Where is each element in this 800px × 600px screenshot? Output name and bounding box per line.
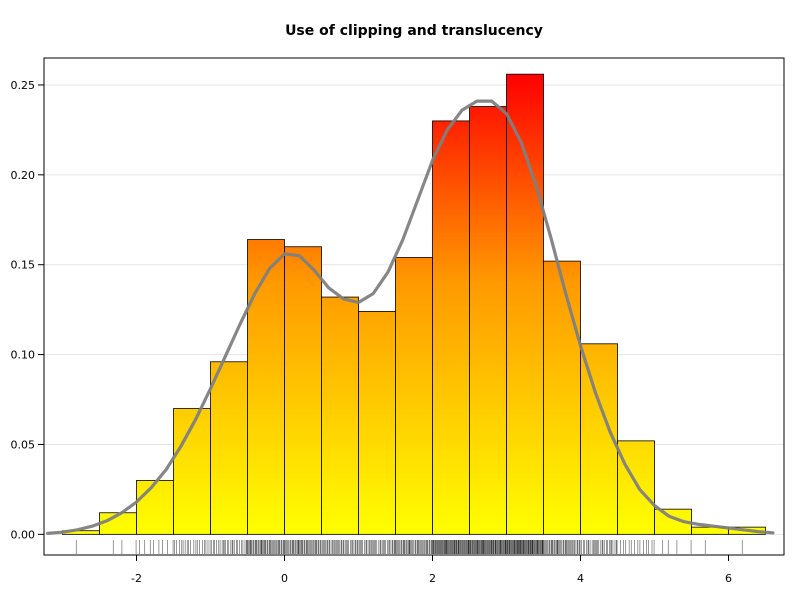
y-tick-label-5: 0.25 [11, 79, 36, 92]
histogram-bar-11 [469, 106, 507, 535]
histogram-bar-5 [247, 239, 285, 535]
density-curve [46, 99, 775, 535]
y-tick-label-2: 0.10 [11, 349, 36, 362]
histogram-bar-13 [543, 260, 581, 535]
y-tick-label-0: 0.00 [11, 528, 36, 541]
rug-marks [75, 540, 743, 554]
x-tick-label-2: 2 [429, 572, 436, 585]
histogram-bar-14 [580, 343, 618, 535]
histogram-bar-8 [358, 311, 396, 535]
histogram-bar-10 [432, 120, 470, 535]
chart-title: Use of clipping and translucency [285, 23, 543, 39]
histogram-bar-4 [210, 361, 248, 535]
histogram-bar-2 [136, 480, 174, 535]
histogram-bar-12 [506, 73, 544, 535]
y-tick-label-4: 0.20 [11, 169, 36, 182]
plot-frame [43, 57, 785, 556]
x-tick-label-0: -2 [131, 572, 142, 585]
y-tick-label-1: 0.05 [11, 438, 36, 451]
histogram-bar-3 [173, 408, 211, 535]
histogram-bar-6 [284, 246, 322, 535]
histogram-bars [62, 73, 766, 535]
histogram-bar-7 [321, 296, 359, 535]
x-tick-label-4: 6 [725, 572, 732, 585]
x-tick-label-1: 0 [281, 572, 288, 585]
x-tick-label-3: 4 [577, 572, 584, 585]
histogram-bar-15 [617, 440, 655, 535]
histogram-bar-9 [395, 257, 433, 535]
axes: -2 0 2 4 6 0.00 0.05 0.10 0.15 0.20 0.25 [11, 79, 733, 585]
y-tick-label-3: 0.15 [11, 259, 36, 272]
density-curve-layer [46, 99, 775, 535]
